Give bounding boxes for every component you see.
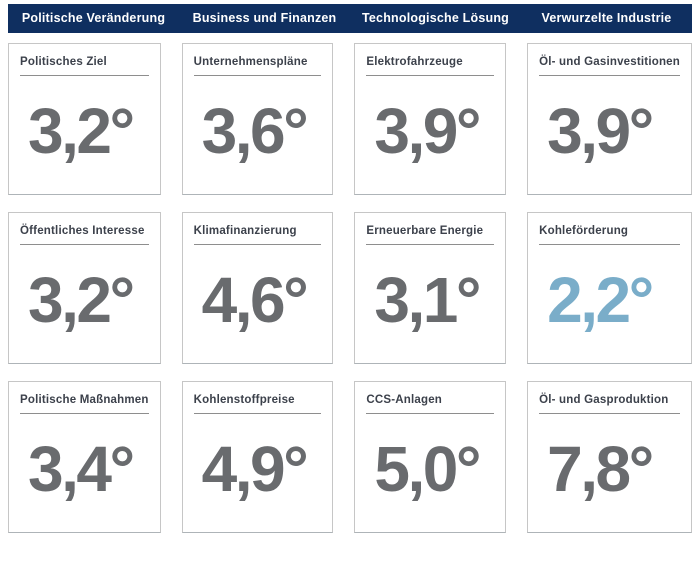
card-value-wrap: 4,9° bbox=[194, 414, 322, 524]
card-klimafinanzierung: Klimafinanzierung 4,6° bbox=[181, 212, 334, 364]
card-label: Kohleförderung bbox=[539, 225, 680, 245]
card-value: 3,9° bbox=[374, 94, 481, 167]
card-value-wrap: 3,9° bbox=[366, 76, 494, 186]
card-value: 5,0° bbox=[374, 432, 481, 505]
card-label: Unternehmenspläne bbox=[193, 56, 322, 76]
card-value: 3,9° bbox=[547, 94, 654, 167]
card-oel-und-gasproduktion: Öl- und Gasproduktion 7,8° bbox=[527, 381, 692, 533]
card-label: Klimafinanzierung bbox=[193, 225, 322, 245]
card-label: Kohlenstoffpreise bbox=[193, 394, 322, 414]
card-value-wrap: 4,6° bbox=[194, 245, 322, 355]
card-value: 3,6° bbox=[201, 94, 309, 167]
card-label: Elektrofahrzeuge bbox=[366, 56, 495, 76]
card-politische-massnahmen: Politische Maßnahmen 3,4° bbox=[8, 381, 161, 533]
card-label: CCS-Anlagen bbox=[366, 394, 495, 414]
card-value-wrap: 3,9° bbox=[539, 76, 680, 186]
header-business-und-finanzen: Business und Finanzen bbox=[192, 11, 337, 25]
header-technologische-loesung: Technologische Lösung bbox=[361, 11, 510, 25]
card-oel-und-gasinvestitionen: Öl- und Gasinvestitionen 3,9° bbox=[527, 43, 692, 195]
card-value-wrap: 2,2° bbox=[539, 245, 680, 355]
card-politisches-ziel: Politisches Ziel 3,2° bbox=[8, 43, 161, 195]
card-value: 4,6° bbox=[201, 263, 309, 336]
card-value: 7,8° bbox=[547, 432, 654, 505]
card-value-wrap: 3,2° bbox=[20, 76, 149, 186]
card-value-wrap: 3,6° bbox=[194, 76, 322, 186]
card-value: 4,9° bbox=[201, 432, 309, 505]
card-elektrofahrzeuge: Elektrofahrzeuge 3,9° bbox=[354, 43, 507, 195]
card-label: Öffentliches Interesse bbox=[20, 225, 149, 245]
header-bar: Politische Veränderung Business und Fina… bbox=[8, 4, 692, 33]
card-ccs-anlagen: CCS-Anlagen 5,0° bbox=[354, 381, 507, 533]
card-label: Öl- und Gasproduktion bbox=[539, 394, 680, 414]
card-label: Politisches Ziel bbox=[20, 56, 149, 76]
card-value: 3,2° bbox=[28, 263, 135, 336]
card-value-wrap: 3,4° bbox=[20, 414, 149, 524]
card-label: Erneuerbare Energie bbox=[366, 225, 495, 245]
header-verwurzelte-industrie: Verwurzelte Industrie bbox=[541, 11, 672, 25]
card-value-wrap: 3,2° bbox=[20, 245, 149, 355]
card-value-wrap: 5,0° bbox=[366, 414, 494, 524]
card-value: 3,1° bbox=[374, 263, 481, 336]
header-politische-veraenderung: Politische Veränderung bbox=[21, 11, 166, 25]
cards-grid: Politisches Ziel 3,2° Unternehmenspläne … bbox=[8, 43, 692, 533]
card-erneuerbare-energie: Erneuerbare Energie 3,1° bbox=[354, 212, 507, 364]
card-kohlefoerderung: Kohleförderung 2,2° bbox=[527, 212, 692, 364]
card-label: Politische Maßnahmen bbox=[20, 394, 149, 414]
card-label: Öl- und Gasinvestitionen bbox=[539, 56, 680, 76]
card-value: 3,2° bbox=[28, 94, 135, 167]
card-unternehmensplaene: Unternehmenspläne 3,6° bbox=[181, 43, 334, 195]
card-value-wrap: 3,1° bbox=[366, 245, 494, 355]
card-value: 2,2° bbox=[547, 263, 654, 336]
card-oeffentliches-interesse: Öffentliches Interesse 3,2° bbox=[8, 212, 161, 364]
card-value: 3,4° bbox=[28, 432, 135, 505]
card-kohlenstoffpreise: Kohlenstoffpreise 4,9° bbox=[181, 381, 334, 533]
card-value-wrap: 7,8° bbox=[539, 414, 680, 524]
